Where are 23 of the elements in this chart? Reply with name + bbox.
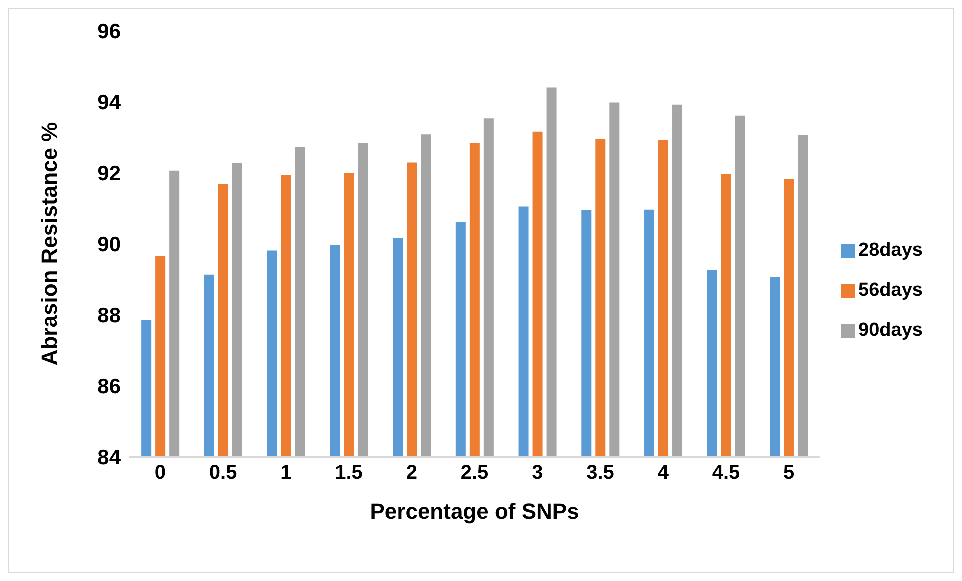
x-tick-label: 4.5: [712, 462, 740, 484]
legend-label: 56days: [858, 280, 923, 300]
x-tick-label: 1: [280, 462, 292, 484]
x-tick-label: 0.5: [209, 462, 238, 484]
y-tick-label: 96: [98, 20, 121, 44]
y-axis-title: Abrasion Resistance %: [36, 122, 62, 366]
x-tick-label: 3.5: [586, 462, 614, 484]
y-tick-label: 84: [98, 446, 122, 470]
x-tick-label: 1.5: [335, 462, 363, 484]
y-tick-label: 86: [98, 375, 121, 398]
legend-label: 28days: [858, 240, 923, 260]
x-tick-label: 0: [154, 462, 166, 484]
x-tick-label: 3: [532, 462, 544, 484]
y-tick-label: 94: [98, 91, 122, 114]
y-tick-label: 90: [98, 233, 121, 256]
x-tick-label: 5: [784, 462, 795, 484]
x-tick-label: 2.5: [460, 462, 489, 484]
x-tick-label: 2: [406, 462, 418, 484]
y-tick-label: 92: [98, 162, 121, 186]
legend-label: 90days: [858, 320, 923, 340]
x-axis-title: Percentage of SNPs: [370, 499, 580, 524]
y-tick-label: 88: [98, 304, 122, 328]
x-tick-label: 4: [658, 462, 670, 484]
